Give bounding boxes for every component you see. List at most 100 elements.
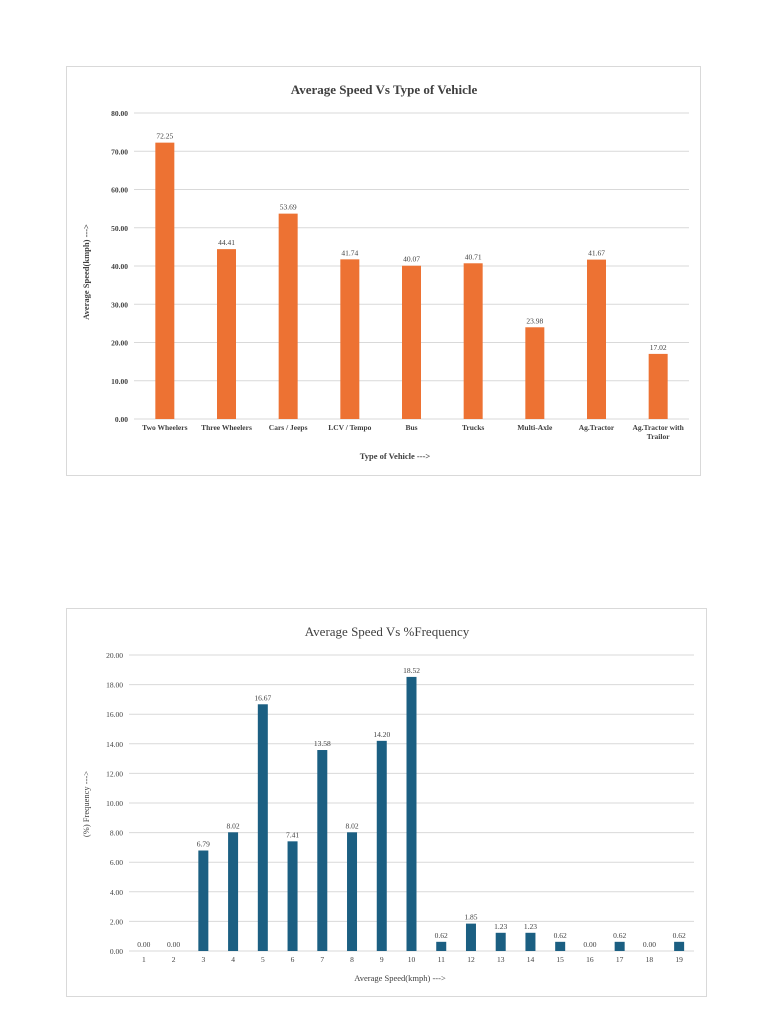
y-tick-label: 2.00 (110, 917, 123, 926)
x-tick-label: Ag.Tractor with Trailor (632, 423, 684, 441)
data-label: 40.07 (403, 255, 420, 264)
y-tick-label: 20.00 (111, 339, 128, 348)
data-label: 23.98 (526, 316, 543, 325)
y-tick-label: 12.00 (106, 769, 123, 778)
data-label: 16.67 (254, 693, 271, 702)
y-tick-label: 0.00 (110, 947, 123, 956)
y-tick-label: 30.00 (111, 300, 128, 309)
frequency-chart-svg: Average Speed Vs %Frequency 0.00 2.00 4.00… (81, 624, 694, 983)
y-tick-label: 40.00 (111, 262, 128, 271)
data-label: 1.23 (494, 922, 507, 931)
bar (287, 841, 298, 951)
x-tick-label: 8 (350, 955, 354, 964)
x-tick-label: 2 (172, 955, 176, 964)
y-tick-label: 4.00 (110, 888, 123, 897)
y-tick-label: 0.00 (115, 415, 128, 424)
data-label: 40.71 (465, 252, 482, 261)
bar (402, 265, 421, 419)
x-tick-label: Multi-Axle (517, 423, 553, 432)
y-tick-label: 18.00 (106, 681, 123, 690)
bar (674, 941, 685, 951)
x-axis-label: Average Speed(kmph) ---> (354, 973, 446, 983)
y-tick-label: 80.00 (111, 109, 128, 118)
bar (614, 941, 625, 951)
bar (525, 932, 536, 951)
data-label: 8.02 (227, 821, 240, 830)
data-label: 41.67 (588, 249, 605, 258)
bar (347, 832, 358, 951)
x-axis-label: Type of Vehicle ---> (360, 451, 431, 461)
bar (406, 676, 417, 951)
x-tick-label: 1 (142, 955, 146, 964)
data-label: 1.85 (464, 913, 477, 922)
y-tick-label: 10.00 (111, 377, 128, 386)
frequency-chart: Average Speed Vs %Frequency 0.00 2.00 4.00… (66, 608, 707, 997)
x-tick-label: 12 (467, 955, 475, 964)
data-label: 13.58 (314, 739, 331, 748)
bar (587, 259, 606, 419)
data-label: 44.41 (218, 238, 235, 247)
bar (555, 941, 566, 951)
y-axis-label: (%) Frequency ---> (81, 771, 91, 837)
x-tick-label: 4 (231, 955, 235, 964)
x-tick-label: 9 (380, 955, 384, 964)
y-tick-label: 20.00 (106, 651, 123, 660)
bar (648, 353, 668, 419)
data-label: 7.41 (286, 830, 299, 839)
x-tick-label: 19 (675, 955, 683, 964)
x-tick-label: Three Wheelers (201, 423, 252, 432)
x-tick-label: 18 (646, 955, 654, 964)
bar (228, 832, 239, 951)
x-tick-label: 13 (497, 955, 505, 964)
vehicle-speed-chart-svg: Average Speed Vs Type of Vehicle 0.00 10.… (81, 82, 689, 461)
chart-title: Average Speed Vs Type of Vehicle (291, 82, 478, 97)
y-tick-label: 50.00 (111, 224, 128, 233)
data-label: 17.02 (650, 343, 667, 352)
bar (198, 850, 209, 951)
x-tick-label: Two Wheelers (142, 423, 187, 432)
data-label: 14.20 (373, 730, 390, 739)
x-tick-label: 17 (616, 955, 624, 964)
x-tick-label: 11 (438, 955, 445, 964)
y-tick-label: 14.00 (106, 740, 123, 749)
y-tick-label: 16.00 (106, 710, 123, 719)
x-tick-label: 7 (320, 955, 324, 964)
bar (155, 142, 175, 420)
bar (340, 259, 360, 419)
bar (463, 263, 483, 419)
y-axis-label: Average Speed(kmph) ---> (81, 224, 91, 320)
data-label: 8.02 (345, 821, 358, 830)
data-label: 0.00 (643, 940, 656, 949)
x-tick-label: 6 (291, 955, 295, 964)
data-label: 6.79 (197, 840, 210, 849)
x-tick-label: 3 (201, 955, 205, 964)
y-tick-label: 6.00 (110, 858, 123, 867)
x-tick-label: Cars / Jeeps (269, 423, 308, 432)
bar (465, 923, 476, 951)
y-tick-label: 60.00 (111, 186, 128, 195)
x-tick-label: Bus (405, 423, 417, 432)
x-tick-label: Ag.Tractor (579, 423, 615, 432)
data-label: 53.69 (280, 203, 297, 212)
bar (525, 327, 545, 419)
data-label: 72.25 (156, 132, 173, 141)
data-label: 0.00 (137, 940, 150, 949)
x-tick-label: 10 (408, 955, 416, 964)
x-tick-label: 15 (556, 955, 564, 964)
data-label: 0.00 (583, 940, 596, 949)
bar (495, 932, 506, 951)
y-tick-label: 10.00 (106, 799, 123, 808)
bar (317, 750, 328, 951)
x-tick-label: 5 (261, 955, 265, 964)
data-label: 1.23 (524, 922, 537, 931)
chart-title: Average Speed Vs %Frequency (305, 624, 470, 639)
vehicle-speed-chart: Average Speed Vs Type of Vehicle 0.00 10.… (66, 66, 701, 476)
y-tick-label: 8.00 (110, 829, 123, 838)
bar (257, 704, 268, 951)
x-tick-label: LCV / Tempo (328, 423, 371, 432)
data-label: 0.62 (554, 931, 567, 940)
data-label: 0.00 (167, 940, 180, 949)
bar (278, 213, 298, 419)
data-label: 18.52 (403, 666, 420, 675)
x-tick-label: Trucks (462, 423, 484, 432)
